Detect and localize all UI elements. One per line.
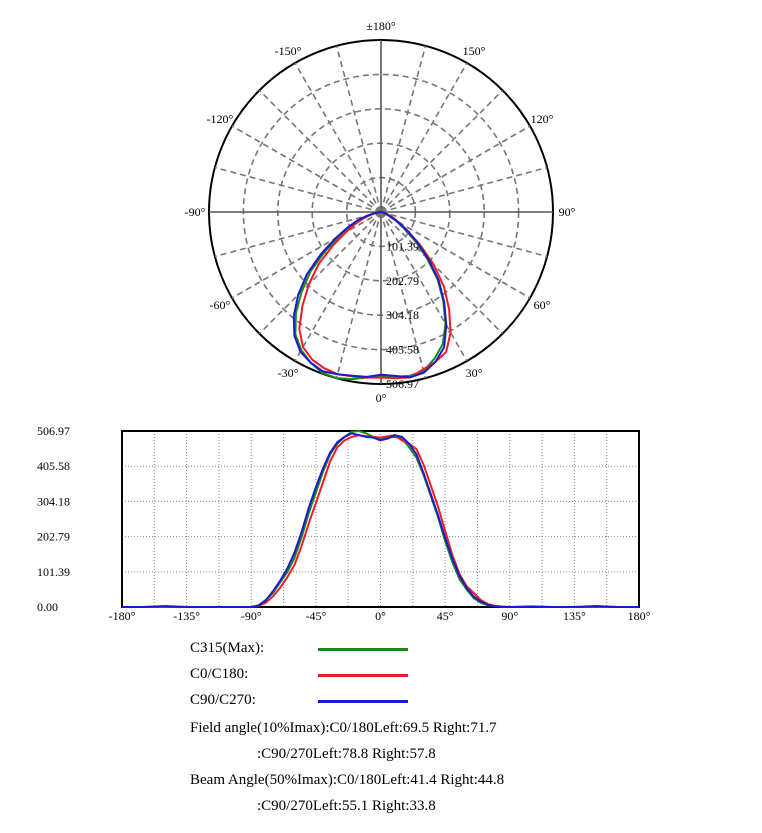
x-tick-label: -90° bbox=[241, 609, 262, 623]
polar-spoke bbox=[380, 211, 548, 258]
x-tick-label: -45° bbox=[305, 609, 326, 623]
polar-angle-label: 60° bbox=[534, 298, 551, 312]
y-tick-label: 0.00 bbox=[37, 600, 58, 614]
polar-spoke bbox=[231, 125, 382, 213]
polar-spoke bbox=[294, 62, 382, 213]
polar-spoke bbox=[380, 211, 468, 362]
polar-spoke bbox=[380, 211, 504, 335]
field-angle-line-2: :C90/270Left:78.8 Right:57.8 bbox=[257, 746, 436, 762]
legend-label-c315: C315(Max): bbox=[190, 640, 265, 656]
line-series-2 bbox=[122, 432, 639, 608]
polar-angle-label: 120° bbox=[531, 112, 554, 126]
y-tick-label: 405.58 bbox=[37, 459, 70, 473]
polar-spoke bbox=[380, 62, 468, 213]
x-tick-label: 0° bbox=[375, 609, 386, 623]
beam-angle-line-1: Beam Angle(50%Imax):C0/180Left:41.4 Righ… bbox=[190, 772, 505, 788]
linear-chart: 0.00 101.39 202.79 304.18 405.58 506.97 -180° -… bbox=[37, 424, 651, 623]
x-tick-label: 135° bbox=[563, 609, 586, 623]
polar-spoke bbox=[258, 211, 382, 335]
y-tick-label: 506.97 bbox=[37, 424, 70, 438]
polar-spoke bbox=[380, 45, 427, 213]
polar-angle-label: ±180° bbox=[366, 19, 396, 33]
beam-angle-line-2: :C90/270Left:55.1 Right:33.8 bbox=[257, 798, 436, 814]
polar-spoke bbox=[214, 166, 382, 213]
x-tick-label: -135° bbox=[173, 609, 200, 623]
polar-curve-0 bbox=[294, 211, 447, 381]
legend-label-c0: C0/C180: bbox=[190, 666, 249, 682]
polar-angle-label: 0° bbox=[376, 391, 387, 405]
polar-radial-label: 202.79 bbox=[386, 274, 419, 288]
legend-item-c90: C90/C270: bbox=[190, 692, 256, 709]
polar-spoke bbox=[214, 211, 382, 258]
y-tick-label: 202.79 bbox=[37, 530, 70, 544]
plot-frame bbox=[121, 430, 640, 608]
polar-curve-2 bbox=[292, 210, 448, 379]
polar-spoke bbox=[335, 211, 382, 379]
polar-angle-label: -60° bbox=[210, 298, 231, 312]
polar-spoke bbox=[380, 211, 531, 299]
legend-item-c315: C315(Max): bbox=[190, 640, 264, 657]
polar-angle-label: 30° bbox=[466, 366, 483, 380]
polar-spoke bbox=[258, 89, 382, 213]
polar-spoke bbox=[335, 45, 382, 213]
x-tick-label: 45° bbox=[437, 609, 454, 623]
legend-swatch-c0 bbox=[318, 674, 408, 677]
polar-spoke bbox=[380, 125, 531, 213]
polar-radial-label: 506.97 bbox=[386, 377, 419, 391]
polar-angle-label: -90° bbox=[185, 205, 206, 219]
polar-angle-label: -150° bbox=[275, 44, 302, 58]
legend-swatch-c90 bbox=[318, 700, 408, 703]
polar-radial-label: 101.39 bbox=[386, 239, 419, 253]
y-tick-label: 101.39 bbox=[37, 565, 70, 579]
polar-angle-label: -30° bbox=[278, 366, 299, 380]
x-tick-label: 90° bbox=[501, 609, 518, 623]
legend-item-c0: C0/C180: bbox=[190, 666, 248, 683]
x-tick-label: 180° bbox=[628, 609, 651, 623]
legend-label-c90: C90/C270: bbox=[190, 692, 256, 708]
polar-angle-label: -120° bbox=[207, 112, 234, 126]
x-tick-label: -180° bbox=[109, 609, 136, 623]
y-tick-label: 304.18 bbox=[37, 494, 70, 508]
polar-angle-label: 90° bbox=[559, 205, 576, 219]
polar-radial-label: 304.18 bbox=[386, 308, 419, 322]
field-angle-line-1: Field angle(10%Imax):C0/180Left:69.5 Rig… bbox=[190, 720, 497, 736]
polar-spoke bbox=[380, 211, 427, 379]
polar-radial-label: 405.58 bbox=[386, 343, 419, 357]
polar-spoke bbox=[231, 211, 382, 299]
polar-angle-label: 150° bbox=[463, 44, 486, 58]
polar-chart: ±180° 150° 120° 90° 60° 30° 0° -30° -60° -90° -120… bbox=[185, 19, 576, 405]
polar-spoke bbox=[294, 211, 382, 362]
polar-spoke bbox=[380, 166, 548, 213]
legend-swatch-c315 bbox=[318, 648, 408, 651]
polar-spoke bbox=[380, 89, 504, 213]
